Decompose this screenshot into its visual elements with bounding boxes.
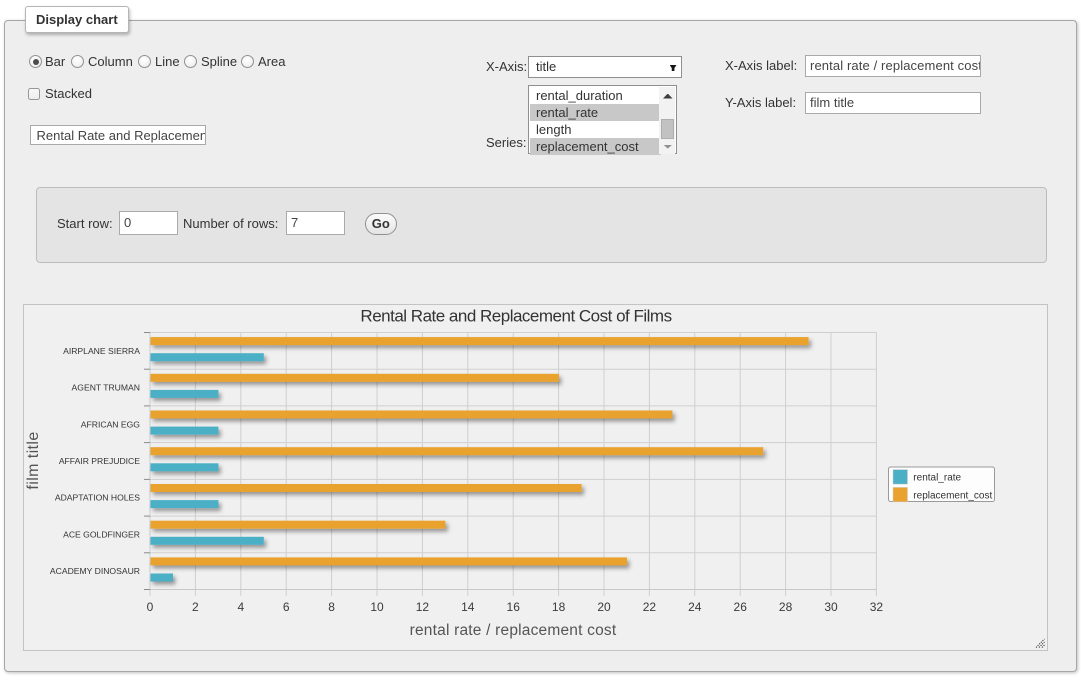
- svg-text:rental rate / replacement cost: rental rate / replacement cost: [410, 622, 617, 639]
- svg-text:6: 6: [283, 600, 290, 614]
- svg-text:12: 12: [416, 600, 430, 614]
- svg-text:20: 20: [597, 600, 611, 614]
- svg-text:18: 18: [552, 600, 566, 614]
- svg-text:film title: film title: [25, 431, 42, 489]
- svg-text:ADAPTATION HOLES: ADAPTATION HOLES: [55, 493, 140, 503]
- svg-text:2: 2: [192, 600, 199, 614]
- svg-text:32: 32: [870, 600, 884, 614]
- svg-text:14: 14: [461, 600, 475, 614]
- svg-text:replacement_cost: replacement_cost: [913, 490, 992, 501]
- svg-text:4: 4: [237, 600, 244, 614]
- svg-text:AFFAIR PREJUDICE: AFFAIR PREJUDICE: [59, 456, 140, 466]
- svg-text:30: 30: [824, 600, 838, 614]
- svg-text:ACE GOLDFINGER: ACE GOLDFINGER: [63, 529, 140, 539]
- svg-text:AFRICAN EGG: AFRICAN EGG: [81, 419, 141, 429]
- svg-text:26: 26: [734, 600, 748, 614]
- svg-text:22: 22: [643, 600, 657, 614]
- svg-text:0: 0: [147, 600, 154, 614]
- svg-text:AGENT TRUMAN: AGENT TRUMAN: [72, 383, 140, 393]
- svg-text:28: 28: [779, 600, 793, 614]
- svg-text:Rental Rate and Replacement Co: Rental Rate and Replacement Cost of Film…: [360, 307, 671, 326]
- svg-text:24: 24: [688, 600, 702, 614]
- svg-text:ACADEMY DINOSAUR: ACADEMY DINOSAUR: [50, 566, 140, 576]
- svg-text:AIRPLANE SIERRA: AIRPLANE SIERRA: [63, 346, 140, 356]
- svg-text:10: 10: [370, 600, 384, 614]
- svg-text:8: 8: [328, 600, 335, 614]
- svg-text:rental_rate: rental_rate: [913, 473, 961, 484]
- svg-text:16: 16: [507, 600, 521, 614]
